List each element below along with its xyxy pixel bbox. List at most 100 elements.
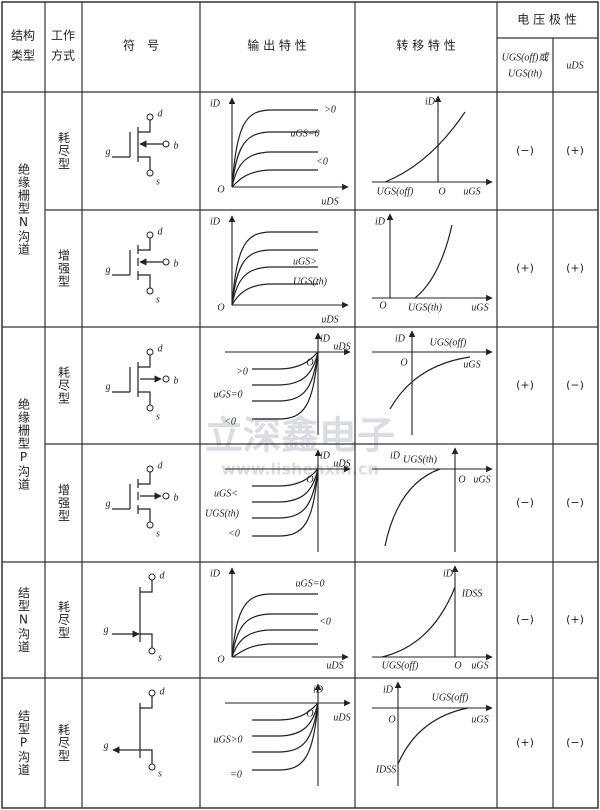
group-label: 绝缘栅型P沟道 [17,397,31,491]
drain-lead [138,472,151,485]
output-curve [231,593,318,658]
output-curve [231,151,318,188]
polarity-gs: (+) [516,736,534,749]
terminal-label: b [174,492,179,503]
label: 结构 [11,28,35,43]
transfer-label: IDSS [375,764,397,775]
label: 输 出 特 性 [247,38,306,53]
terminal-label: d [160,570,166,581]
transfer-label: UGS(off) [432,692,469,703]
terminal-label: g [106,264,111,275]
terminal [146,113,154,121]
output-label: O [217,654,224,665]
source-lead [138,508,151,522]
terminal-label: g [106,381,111,392]
output-label: uGS> [293,256,317,267]
mode-label: 增强型 [57,483,71,522]
source-lead [140,749,153,764]
output-curve [231,131,318,188]
terminal-label: g [106,146,111,157]
label: 符 号 [123,38,159,53]
label: UGS(off)或 [502,51,551,63]
output-label: iD [210,568,221,579]
transfer-label: iD [395,333,406,344]
output-label: O [306,474,313,485]
output-label: uGS=0 [291,128,320,139]
output-label: uGS< [214,488,238,499]
terminal [146,404,154,412]
label: 转 移 特 性 [396,38,455,53]
label: 类型 [11,49,35,63]
output-curve [231,629,318,658]
output-curve [252,351,319,402]
terminal [146,348,154,356]
output-label: <0 [316,156,328,167]
transfer-label: uGS [463,359,480,370]
transfer-curve [389,356,471,410]
polarity-ds: (+) [566,613,584,626]
watermark: 立深鑫电子 [205,414,395,458]
transfer-label: iD [425,96,436,107]
transfer-label: uGS [471,660,488,671]
transfer-label: uGS [473,474,490,485]
group-label: 绝缘栅型N沟道 [17,162,31,256]
terminal-label: s [158,652,162,663]
terminal-label: s [156,528,160,539]
terminal [146,169,154,177]
terminal-label: b [174,140,179,151]
terminal [148,647,156,655]
terminal [148,763,156,771]
output-label: >0 [324,104,336,115]
polarity-ds: (−) [566,496,584,509]
terminal-label: s [156,294,160,305]
output-label: UGS(th) [293,276,328,287]
transfer-label: UGS(off) [382,660,419,671]
output-label: >0 [236,366,248,377]
terminal [148,689,156,697]
output-curve [231,231,318,306]
transfer-curve [381,586,456,658]
output-label: iD [313,684,324,695]
output-curve [252,351,319,420]
terminal [146,231,154,239]
polarity-gs: (−) [516,613,534,626]
transfer-label: uGS [463,186,480,197]
terminal-label: s [156,411,160,422]
output-curve [231,266,318,306]
transfer-label: O [400,357,407,368]
output-label: uDS [321,314,338,325]
group-label: 结型P沟道 [17,709,31,776]
output-curve [252,702,319,753]
drain-lead [140,580,153,593]
transfer-label: O [438,186,445,197]
terminal [162,375,170,383]
output-label: O [217,184,224,195]
terminal-label: d [158,108,164,119]
terminal [162,258,170,266]
transfer-label: UGS(off) [377,186,414,197]
terminal-label: d [158,343,164,354]
output-label: <0 [228,528,240,539]
output-label: O [306,357,313,368]
transfer-label: uGS [471,302,488,313]
output-curve [252,351,319,370]
label: UGS(th) [508,68,543,79]
output-label: <0 [319,616,331,627]
label: 方式 [51,48,75,63]
output-label: uDS [321,196,338,207]
label: 电 压 极 性 [517,13,576,27]
terminal-label: d [160,686,166,697]
terminal [162,140,170,148]
transfer-curve [384,111,466,183]
output-curve [231,613,318,658]
source-lead [138,274,151,288]
terminal-label: g [104,624,109,635]
terminal [148,573,156,581]
transfer-curve [414,224,453,299]
output-label: iD [210,98,221,109]
output-curve [252,468,319,537]
transfer-label: UGS(th) [403,454,438,465]
terminal-label: g [104,740,109,751]
output-curve [252,702,319,771]
